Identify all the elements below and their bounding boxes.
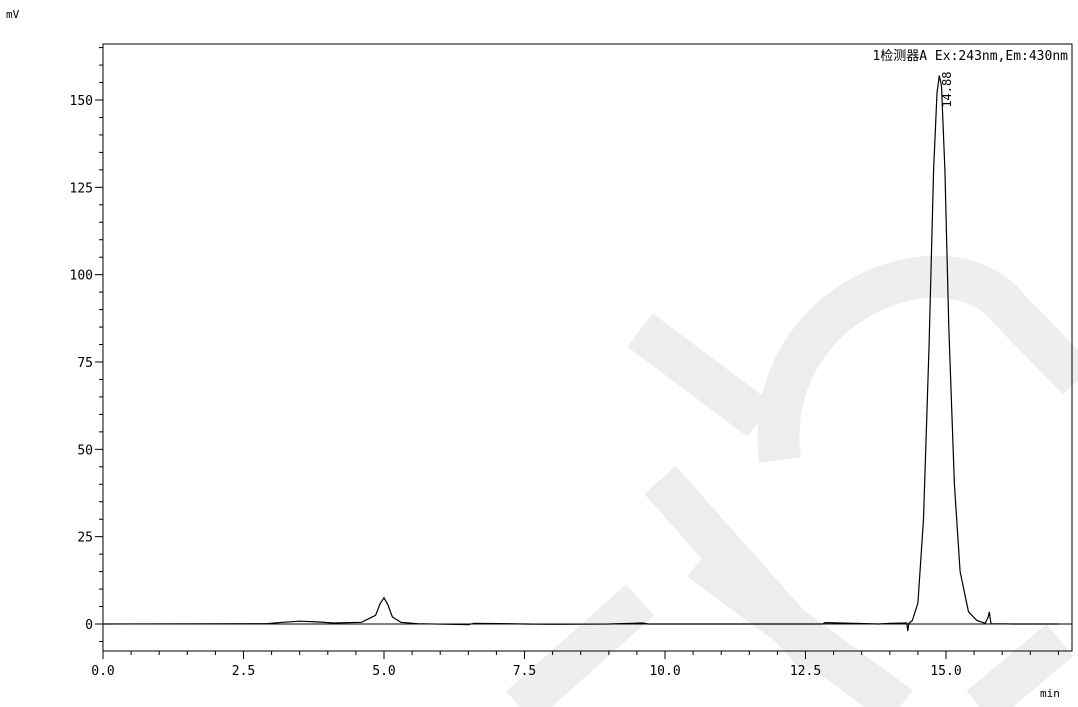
chromatogram-trace: [102, 75, 1059, 632]
x-tick-label: 0.0: [91, 664, 114, 679]
x-axis: 0.0 2.5 5.0 7.5 10.0 12.5 15.0: [91, 651, 1059, 679]
y-tick-label: 50: [77, 443, 93, 458]
y-tick-label: 100: [70, 269, 93, 284]
y-axis: 0 25 50 75 100 125 150: [70, 47, 103, 642]
watermark: [506, 255, 1078, 707]
x-tick-label: 15.0: [930, 664, 961, 679]
y-axis-unit: mV: [6, 8, 20, 21]
x-tick-label: 10.0: [649, 664, 680, 679]
x-tick-label: 2.5: [232, 664, 255, 679]
y-tick-label: 75: [77, 356, 93, 371]
detector-label: 1检测器A Ex:243nm,Em:430nm: [872, 49, 1068, 64]
peak-retention-label: 14.88: [940, 72, 954, 108]
peak-labels: 14.88: [940, 72, 954, 108]
plot-frame: [102, 43, 1073, 652]
y-tick-label: 150: [70, 94, 93, 109]
x-tick-label: 7.5: [513, 664, 536, 679]
y-tick-label: 125: [70, 181, 93, 196]
y-tick-label: 0: [85, 618, 93, 633]
x-tick-label: 12.5: [790, 664, 821, 679]
x-axis-unit: min: [1040, 687, 1060, 700]
x-tick-label: 5.0: [372, 664, 395, 679]
y-tick-label: 25: [77, 531, 93, 546]
